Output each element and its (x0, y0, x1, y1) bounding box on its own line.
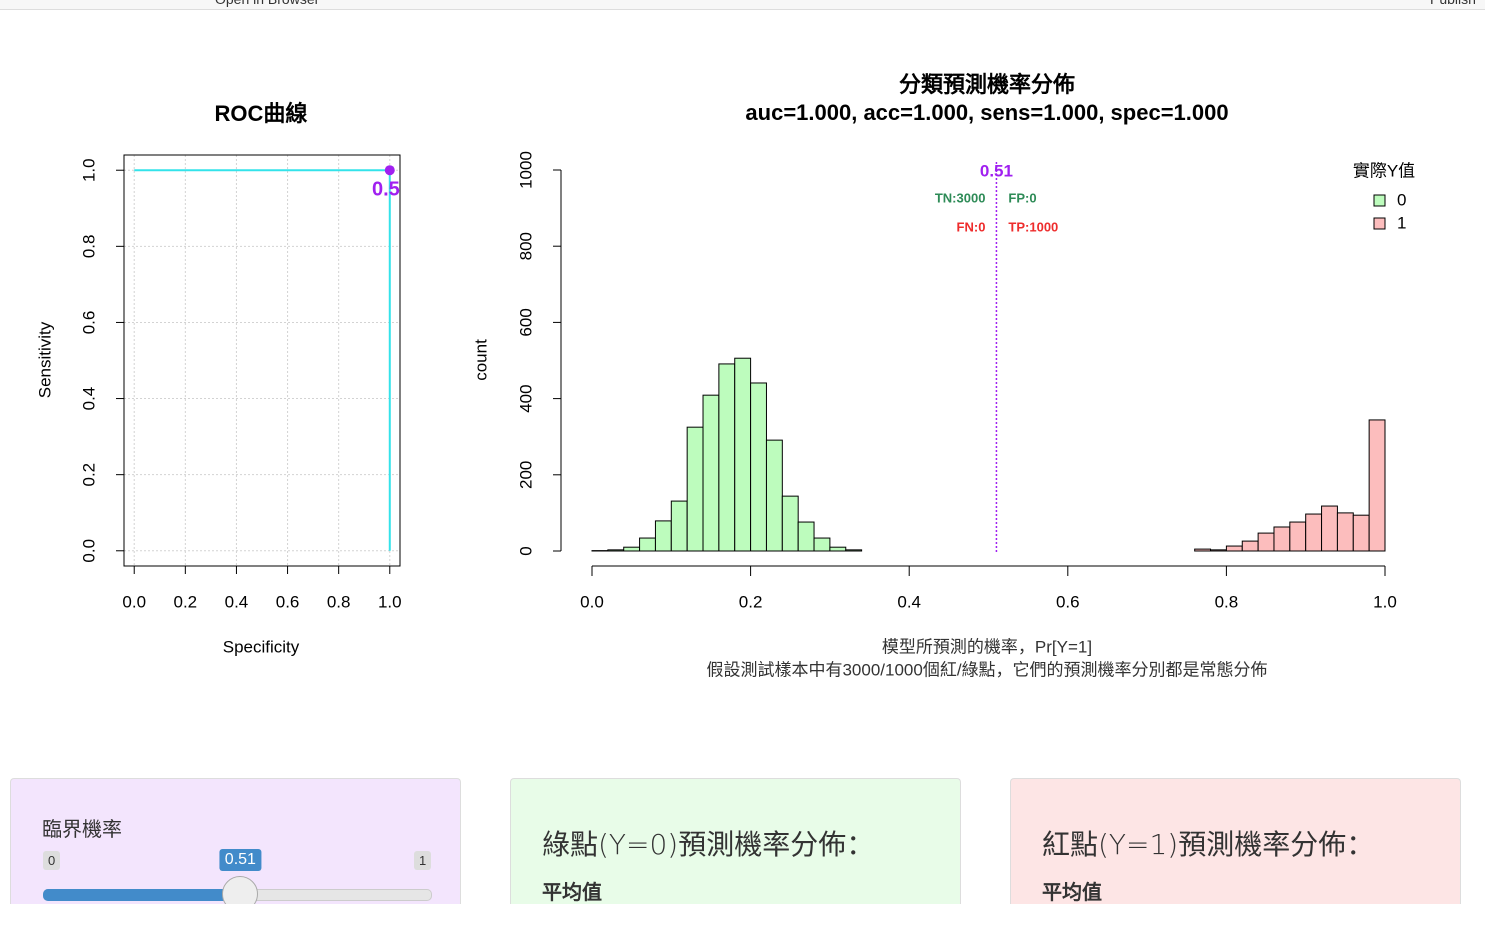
charts: ROC曲線 Specificity Sensitivity 分類預測機率分佈 a… (35, 72, 1415, 680)
roc-title: ROC曲線 (215, 101, 308, 126)
x-tick-label: 0.2 (174, 592, 198, 611)
bar (781, 495, 799, 552)
panel-title: 綠點(Y=0)預測機率分佈： (542, 828, 875, 861)
bar (1194, 548, 1212, 552)
x-tick-label: 0.2 (739, 592, 763, 611)
toolbar: Open in Browser Publish (0, 0, 1485, 10)
bar (829, 546, 847, 552)
y-tick-label: 1000 (516, 151, 535, 189)
y-tick-label: 0.2 (79, 463, 98, 487)
plot-box (123, 154, 401, 567)
confusion-label: FP:0 (1008, 190, 1036, 205)
bar (1289, 521, 1307, 552)
bar (765, 439, 783, 552)
legend-swatch (1373, 217, 1386, 230)
slider-max: 1 (414, 851, 432, 870)
x-tick-label: 1.0 (1373, 592, 1397, 611)
roc-y-label: Sensitivity (35, 321, 54, 398)
panel-subtitle: 平均值 (1042, 882, 1102, 904)
y-tick-label: 200 (516, 461, 535, 489)
bar (1305, 513, 1323, 552)
bar (1210, 549, 1227, 552)
hist-title: 分類預測機率分佈 (899, 72, 1075, 97)
y-tick-label: 600 (516, 308, 535, 336)
bar (1257, 532, 1275, 552)
x-tick-label: 0.0 (580, 592, 604, 611)
bar (702, 394, 720, 552)
legend-label: 0 (1397, 190, 1406, 209)
hist-y-label: count (471, 339, 490, 381)
roc-line (134, 169, 391, 551)
roc-x-label: Specificity (223, 637, 300, 656)
confusion-label: TP:1000 (1008, 219, 1058, 234)
legend-title: 實際Y值 (1353, 161, 1415, 180)
bar (1352, 514, 1370, 552)
bar (734, 357, 752, 552)
y-tick-label: 0.4 (79, 387, 98, 411)
bar (639, 537, 656, 552)
bar (686, 426, 704, 552)
legend-label: 1 (1397, 213, 1406, 232)
bar (718, 363, 736, 552)
bar (607, 549, 625, 552)
confusion-label: FN:0 (957, 219, 986, 234)
threshold-point (384, 165, 395, 176)
open-in-browser[interactable]: Open in Browser (215, 0, 319, 7)
slider-handle[interactable] (222, 876, 259, 904)
bar (670, 500, 688, 552)
bar (1225, 545, 1243, 552)
y-tick-label: 0 (516, 546, 535, 555)
hist-x-label: 模型所預測的機率，Pr[Y=1] (882, 637, 1092, 656)
bar (1368, 419, 1386, 552)
legend-swatch (1373, 194, 1386, 207)
y-tick-label: 800 (516, 232, 535, 260)
y-tick-label: 0.0 (79, 539, 98, 563)
bar (1241, 540, 1259, 552)
slider-min: 0 (43, 851, 61, 870)
publish[interactable]: Publish (1430, 0, 1476, 7)
x-tick-label: 0.8 (1215, 592, 1239, 611)
y-tick-label: 1.0 (79, 158, 98, 182)
bar (813, 537, 831, 552)
panel-subtitle: 平均值 (542, 882, 602, 904)
x-tick-label: 0.6 (1056, 592, 1080, 611)
bar (750, 382, 767, 552)
y-tick-label: 0.6 (79, 311, 98, 335)
slider-value: 0.51 (219, 849, 261, 871)
bar (1273, 526, 1291, 552)
bar (654, 520, 672, 552)
x-tick-label: 1.0 (378, 592, 402, 611)
bar (623, 546, 641, 552)
bar (1336, 512, 1354, 552)
red-panel: 紅點(Y=1)預測機率分佈： 平均值 (1010, 778, 1461, 904)
bar (797, 521, 815, 552)
x-tick-label: 0.4 (225, 592, 249, 611)
hist-subtitle: auc=1.000, acc=1.000, sens=1.000, spec=1… (745, 100, 1228, 125)
x-tick-label: 0.8 (327, 592, 351, 611)
slider-label: 臨界機率 (42, 819, 122, 841)
bar (845, 549, 863, 552)
y-tick-label: 400 (516, 384, 535, 412)
y-tick-label: 0.8 (79, 235, 98, 259)
slider-fill (43, 889, 241, 901)
threshold-panel: 臨界機率 0 1 0.51 (10, 778, 461, 904)
threshold-label: 0.51 (980, 161, 1013, 180)
x-tick-label: 0.4 (897, 592, 921, 611)
bar (1321, 505, 1338, 552)
threshold-point-label: 0.5 (372, 179, 400, 201)
x-tick-label: 0.6 (276, 592, 300, 611)
confusion-label: TN:3000 (935, 190, 986, 205)
green-panel: 綠點(Y=0)預測機率分佈： 平均值 (510, 778, 961, 904)
hist-caption: 假設測試樣本中有3000/1000個紅/綠點，它們的預測機率分別都是常態分佈 (706, 660, 1267, 679)
panel-title: 紅點(Y=1)預測機率分佈： (1042, 828, 1375, 861)
x-tick-label: 0.0 (122, 592, 146, 611)
